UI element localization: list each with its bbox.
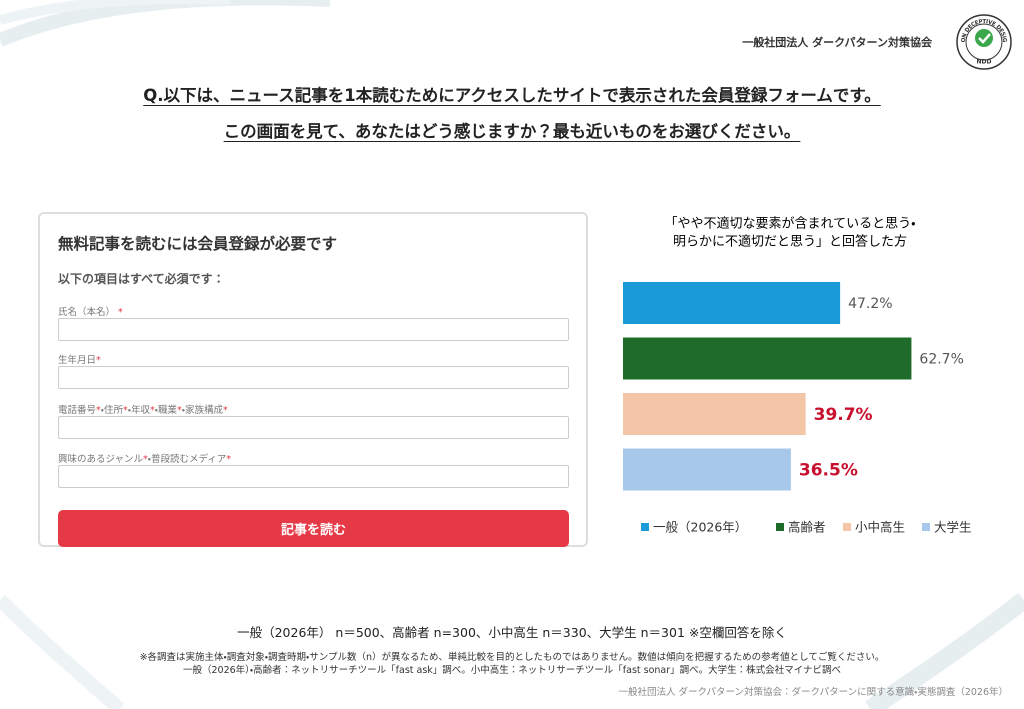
required-mark: * bbox=[96, 405, 101, 416]
field-label-text: 興味のあるジャンル bbox=[58, 454, 144, 465]
form-title: 無料記事を読むには会員登録が必要です bbox=[58, 235, 338, 253]
value-label: 39.7% bbox=[814, 405, 873, 425]
chart-title: 「やや不適切な要素が含まれていると思う・ bbox=[664, 217, 915, 232]
text-input[interactable] bbox=[58, 318, 569, 341]
bar bbox=[623, 393, 806, 435]
decor-wave bbox=[865, 592, 1024, 709]
question-line: Q.以下は、ニュース記事を1本読むためにアクセスしたサイトで表示された会員登録フ… bbox=[143, 86, 881, 105]
footnote: ※各調査は実施主体・調査対象・調査時期・サンプル数（n）が異なるため、単純比較を… bbox=[139, 652, 885, 663]
submit-button[interactable]: 記事を読む bbox=[58, 510, 569, 547]
logo-abbr: NDD bbox=[977, 59, 992, 66]
source: 一般社団法人 ダークパターン対策協会：ダークパターンに関する意識・実態調査（20… bbox=[618, 687, 1008, 698]
form-subtitle: 以下の項目はすべて必須です： bbox=[58, 272, 225, 286]
value-label: 62.7% bbox=[919, 352, 963, 368]
logo-check bbox=[978, 33, 991, 44]
legend-swatch bbox=[843, 523, 851, 531]
required-mark: * bbox=[123, 405, 128, 416]
text-input[interactable] bbox=[58, 465, 569, 488]
footnote: 一般（2026年）・高齢者：ネットリサーチツール「fast ask」調べ。小中高… bbox=[183, 665, 841, 676]
legend-swatch bbox=[776, 523, 784, 531]
chart-title: 明らかに不適切だと思う」と回答した方 bbox=[673, 234, 907, 250]
field-label-text: ・年収 bbox=[127, 405, 150, 416]
legend-label: 高齢者 bbox=[788, 520, 826, 535]
field-label: 生年月日* bbox=[58, 352, 101, 366]
legend-swatch bbox=[641, 523, 649, 531]
field-label-text: ・住所 bbox=[100, 405, 123, 416]
organization: 一般社団法人 ダークパターン対策協会 bbox=[742, 36, 932, 49]
text-input[interactable] bbox=[58, 366, 569, 389]
logo-check-bg bbox=[975, 29, 993, 47]
required-mark: * bbox=[222, 405, 228, 416]
decor-wave bbox=[0, 595, 125, 709]
value-label: 36.5% bbox=[799, 461, 858, 481]
decor-wave bbox=[0, 0, 330, 47]
decor-wave bbox=[0, 0, 230, 25]
legend-label: 小中高生 bbox=[855, 520, 905, 535]
field-label-text: ・職業 bbox=[154, 405, 177, 416]
bar bbox=[623, 337, 912, 380]
bar bbox=[623, 282, 841, 324]
required-mark: * bbox=[96, 355, 101, 366]
bar-chart: 「やや不適切な要素が含まれていると思う・明らかに不適切だと思う」と回答した方 47… bbox=[623, 217, 972, 535]
text-input[interactable] bbox=[58, 416, 569, 439]
sample-note: 一般（2026年） n＝500、高齢者 n=300、小中高生 n＝330、大学生… bbox=[237, 625, 787, 640]
field-label: 興味のあるジャンル*・普段読むメディア* bbox=[58, 451, 231, 465]
field-label-text: 電話番号 bbox=[58, 405, 97, 416]
legend-swatch bbox=[922, 523, 930, 531]
field-label-text: ・普段読むメディア bbox=[147, 454, 227, 465]
legend-label: 一般（2026年） bbox=[653, 520, 747, 535]
question-line: この画面を見て、あなたはどう感じますか？最も近いものをお選びください。 bbox=[223, 122, 801, 141]
required-mark: * bbox=[176, 405, 182, 416]
field-label: 氏名（本名） * bbox=[58, 304, 123, 318]
field-label-text: 生年月日 bbox=[58, 355, 97, 366]
field-label-text: ・家族構成 bbox=[181, 405, 223, 416]
legend-label: 大学生 bbox=[934, 520, 972, 535]
value-label: 47.2% bbox=[848, 296, 892, 312]
field-label: 電話番号*・住所*・年収*・職業*・家族構成* bbox=[58, 402, 228, 416]
field-label-text: 氏名（本名） bbox=[58, 307, 119, 318]
signup-form: 無料記事を読むには会員登録が必要です 以下の項目はすべて必須です： 記事を読む … bbox=[38, 212, 588, 547]
required-mark: * bbox=[149, 405, 155, 416]
required-mark: * bbox=[118, 307, 123, 318]
required-mark: * bbox=[226, 454, 232, 465]
required-mark: * bbox=[143, 454, 148, 465]
bar bbox=[623, 448, 791, 491]
